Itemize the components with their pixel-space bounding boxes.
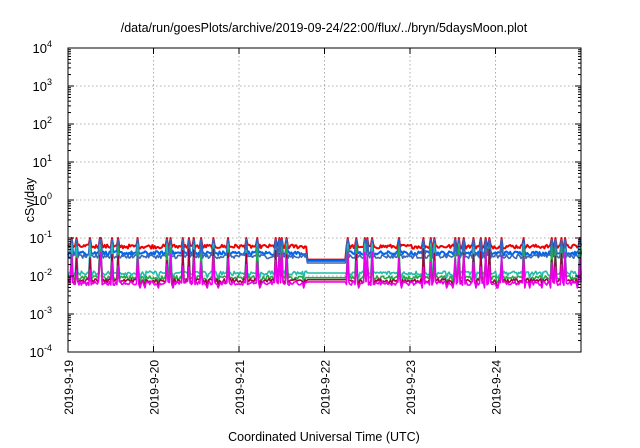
x-tick-label: 2019-9-24 bbox=[490, 360, 504, 415]
y-tick-label: 10-3 bbox=[30, 305, 52, 322]
y-tick-label: 10-4 bbox=[30, 343, 52, 360]
y-tick-label: 101 bbox=[33, 153, 52, 170]
x-tick-label: 2019-9-20 bbox=[148, 360, 162, 415]
y-tick-label: 100 bbox=[33, 191, 52, 208]
series-line-7 bbox=[67, 251, 582, 289]
y-tick-label: 104 bbox=[33, 39, 52, 56]
chart-title: /data/run/goesPlots/archive/2019-09-24/2… bbox=[121, 21, 528, 35]
y-tick-label: 10-2 bbox=[30, 267, 52, 284]
series-line-4 bbox=[67, 243, 582, 279]
y-axis-label: cSv/day bbox=[23, 177, 37, 222]
series-line-1 bbox=[67, 237, 582, 261]
series-line-6 bbox=[67, 248, 582, 287]
x-axis-label: Coordinated Universal Time (UTC) bbox=[228, 430, 420, 444]
series-line-3 bbox=[67, 238, 582, 264]
x-tick-label: 2019-9-21 bbox=[233, 360, 247, 415]
y-tick-label: 103 bbox=[33, 77, 52, 94]
y-tick-label: 102 bbox=[33, 115, 52, 132]
y-tick-label: 10-1 bbox=[30, 229, 52, 246]
grid-lines bbox=[68, 48, 581, 352]
x-tick-label: 2019-9-22 bbox=[319, 360, 333, 415]
axis-ticks: 10-4 10-3 10-2 10-1 100 101 102 103 104 2019-9-19… bbox=[30, 39, 581, 415]
series-line-2 bbox=[67, 238, 582, 262]
x-tick-label: 2019-9-23 bbox=[404, 360, 418, 415]
series-line-5 bbox=[67, 245, 582, 284]
x-tick-label: 2019-9-19 bbox=[62, 360, 76, 415]
data-series-group bbox=[67, 237, 582, 289]
